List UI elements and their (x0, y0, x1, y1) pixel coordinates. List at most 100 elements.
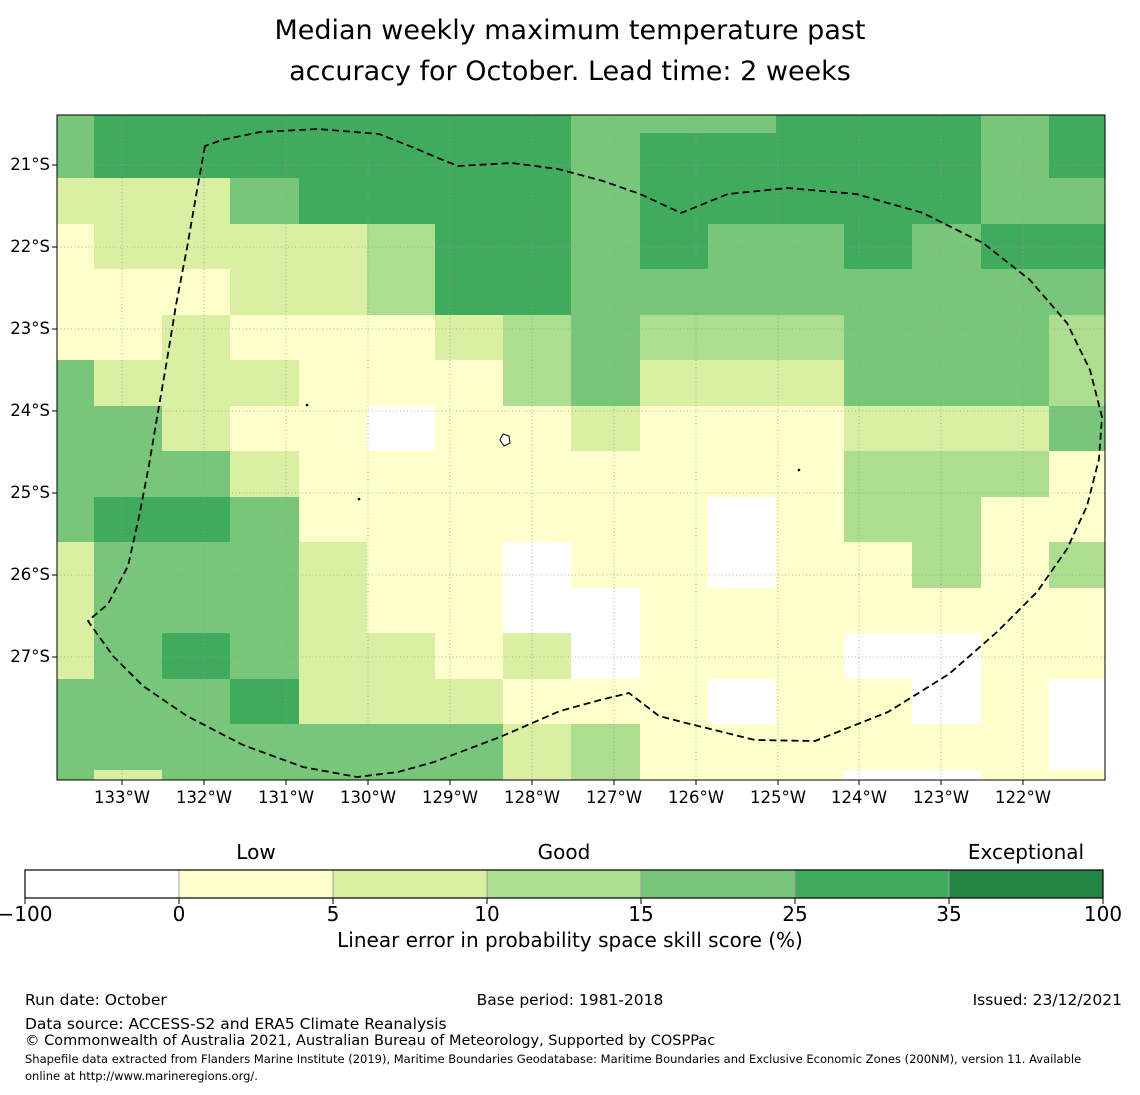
heatmap-cell (1049, 224, 1105, 269)
heatmap-cell (640, 724, 708, 770)
heatmap-cell (912, 315, 981, 360)
heatmap-cell (776, 133, 844, 178)
colorbar-segment (641, 870, 795, 898)
heatmap-cell (162, 770, 230, 780)
heatmap-cell (299, 633, 367, 679)
heatmap-cell (94, 115, 162, 133)
colorbar-tick-label: −100 (0, 902, 53, 926)
heatmap-cell (57, 770, 94, 780)
heatmap-cell (776, 360, 844, 406)
heatmap-cell (162, 224, 230, 269)
x-tick-label: 131°W (257, 788, 315, 807)
heatmap-cell (1049, 360, 1105, 406)
heatmap-cell (435, 633, 503, 679)
heatmap-cell (94, 451, 162, 497)
island-dot (305, 403, 309, 407)
heatmap-cell (981, 679, 1049, 724)
heatmap-cell (367, 770, 435, 780)
colorbar-tick-label: 0 (172, 902, 186, 926)
heatmap-cell (571, 770, 640, 780)
heatmap-cell (912, 133, 981, 178)
x-tick-label: 127°W (585, 788, 643, 807)
heatmap-cell (435, 588, 503, 633)
heatmap-cell (299, 451, 367, 497)
heatmap-cell (367, 451, 435, 497)
heatmap-cell (230, 178, 299, 224)
heatmap-cell (708, 315, 776, 360)
heatmap-cell (776, 224, 844, 269)
heatmap-cell (435, 178, 503, 224)
heatmap-cell (367, 360, 435, 406)
heatmap-cell (1049, 115, 1105, 133)
heatmap-cell (981, 406, 1049, 451)
heatmap-cell (57, 542, 94, 588)
heatmap-cell (571, 406, 640, 451)
heatmap-cell (571, 360, 640, 406)
x-tick-label: 124°W (830, 788, 888, 807)
heatmap-cell (640, 451, 708, 497)
heatmap-cell (844, 679, 912, 724)
heatmap-cell (776, 269, 844, 315)
heatmap-cell (708, 133, 776, 178)
heatmap-cell (912, 770, 981, 780)
heatmap-cell (230, 588, 299, 633)
heatmap-cell (435, 542, 503, 588)
heatmap-cell (844, 115, 912, 133)
heatmap-cell (912, 724, 981, 770)
colorbar-segment (487, 870, 641, 898)
heatmap-cell (299, 588, 367, 633)
heatmap-cell (776, 315, 844, 360)
heatmap-cell (844, 724, 912, 770)
heatmap-cell (844, 315, 912, 360)
y-tick-label: 27°S (10, 647, 50, 666)
heatmap-cell (503, 360, 571, 406)
heatmap-cell (844, 224, 912, 269)
heatmap-cell (57, 178, 94, 224)
heatmap-cell (640, 224, 708, 269)
y-tick-label: 21°S (10, 155, 50, 174)
heatmap-cell (367, 115, 435, 133)
heatmap-cell (571, 497, 640, 542)
heatmap-cell (57, 633, 94, 679)
heatmap-cell (708, 679, 776, 724)
heatmap-cell (981, 542, 1049, 588)
x-tick-label: 128°W (503, 788, 561, 807)
heatmap-cell (503, 588, 571, 633)
heatmap-cell (1049, 588, 1105, 633)
heatmap-cell (571, 115, 640, 133)
heatmap-cell (230, 406, 299, 451)
colorbar-segment (949, 870, 1103, 898)
heatmap-cell (776, 406, 844, 451)
y-tick-label: 26°S (10, 565, 50, 584)
heatmap-cell (162, 315, 230, 360)
heatmap-cell (299, 406, 367, 451)
heatmap-cell (640, 679, 708, 724)
heatmap-cell (912, 115, 981, 133)
heatmap-cell (776, 178, 844, 224)
footer-issued: Issued: 23/12/2021 (972, 991, 1122, 1009)
heatmap-cell (844, 497, 912, 542)
heatmap-cell (571, 724, 640, 770)
heatmap-cell (708, 633, 776, 679)
heatmap-cell (299, 315, 367, 360)
heatmap-cell (708, 497, 776, 542)
heatmap-cell (844, 133, 912, 178)
heatmap-cell (503, 633, 571, 679)
heatmap-cell (844, 770, 912, 780)
heatmap-cell (1049, 133, 1105, 178)
heatmap-cell (912, 178, 981, 224)
heatmap-cell (230, 115, 299, 133)
heatmap-cell (230, 679, 299, 724)
heatmap-cell (912, 269, 981, 315)
heatmap-cell (435, 406, 503, 451)
heatmap-cell (981, 770, 1049, 780)
heatmap-cell (367, 178, 435, 224)
heatmap-cell (640, 360, 708, 406)
heatmap-cell (571, 269, 640, 315)
heatmap-cell (1049, 269, 1105, 315)
heatmap-cell (230, 360, 299, 406)
colorbar-segment (179, 870, 333, 898)
heatmap-cell (640, 497, 708, 542)
heatmap-cell (844, 451, 912, 497)
colorbar-tick-label: 5 (326, 902, 340, 926)
